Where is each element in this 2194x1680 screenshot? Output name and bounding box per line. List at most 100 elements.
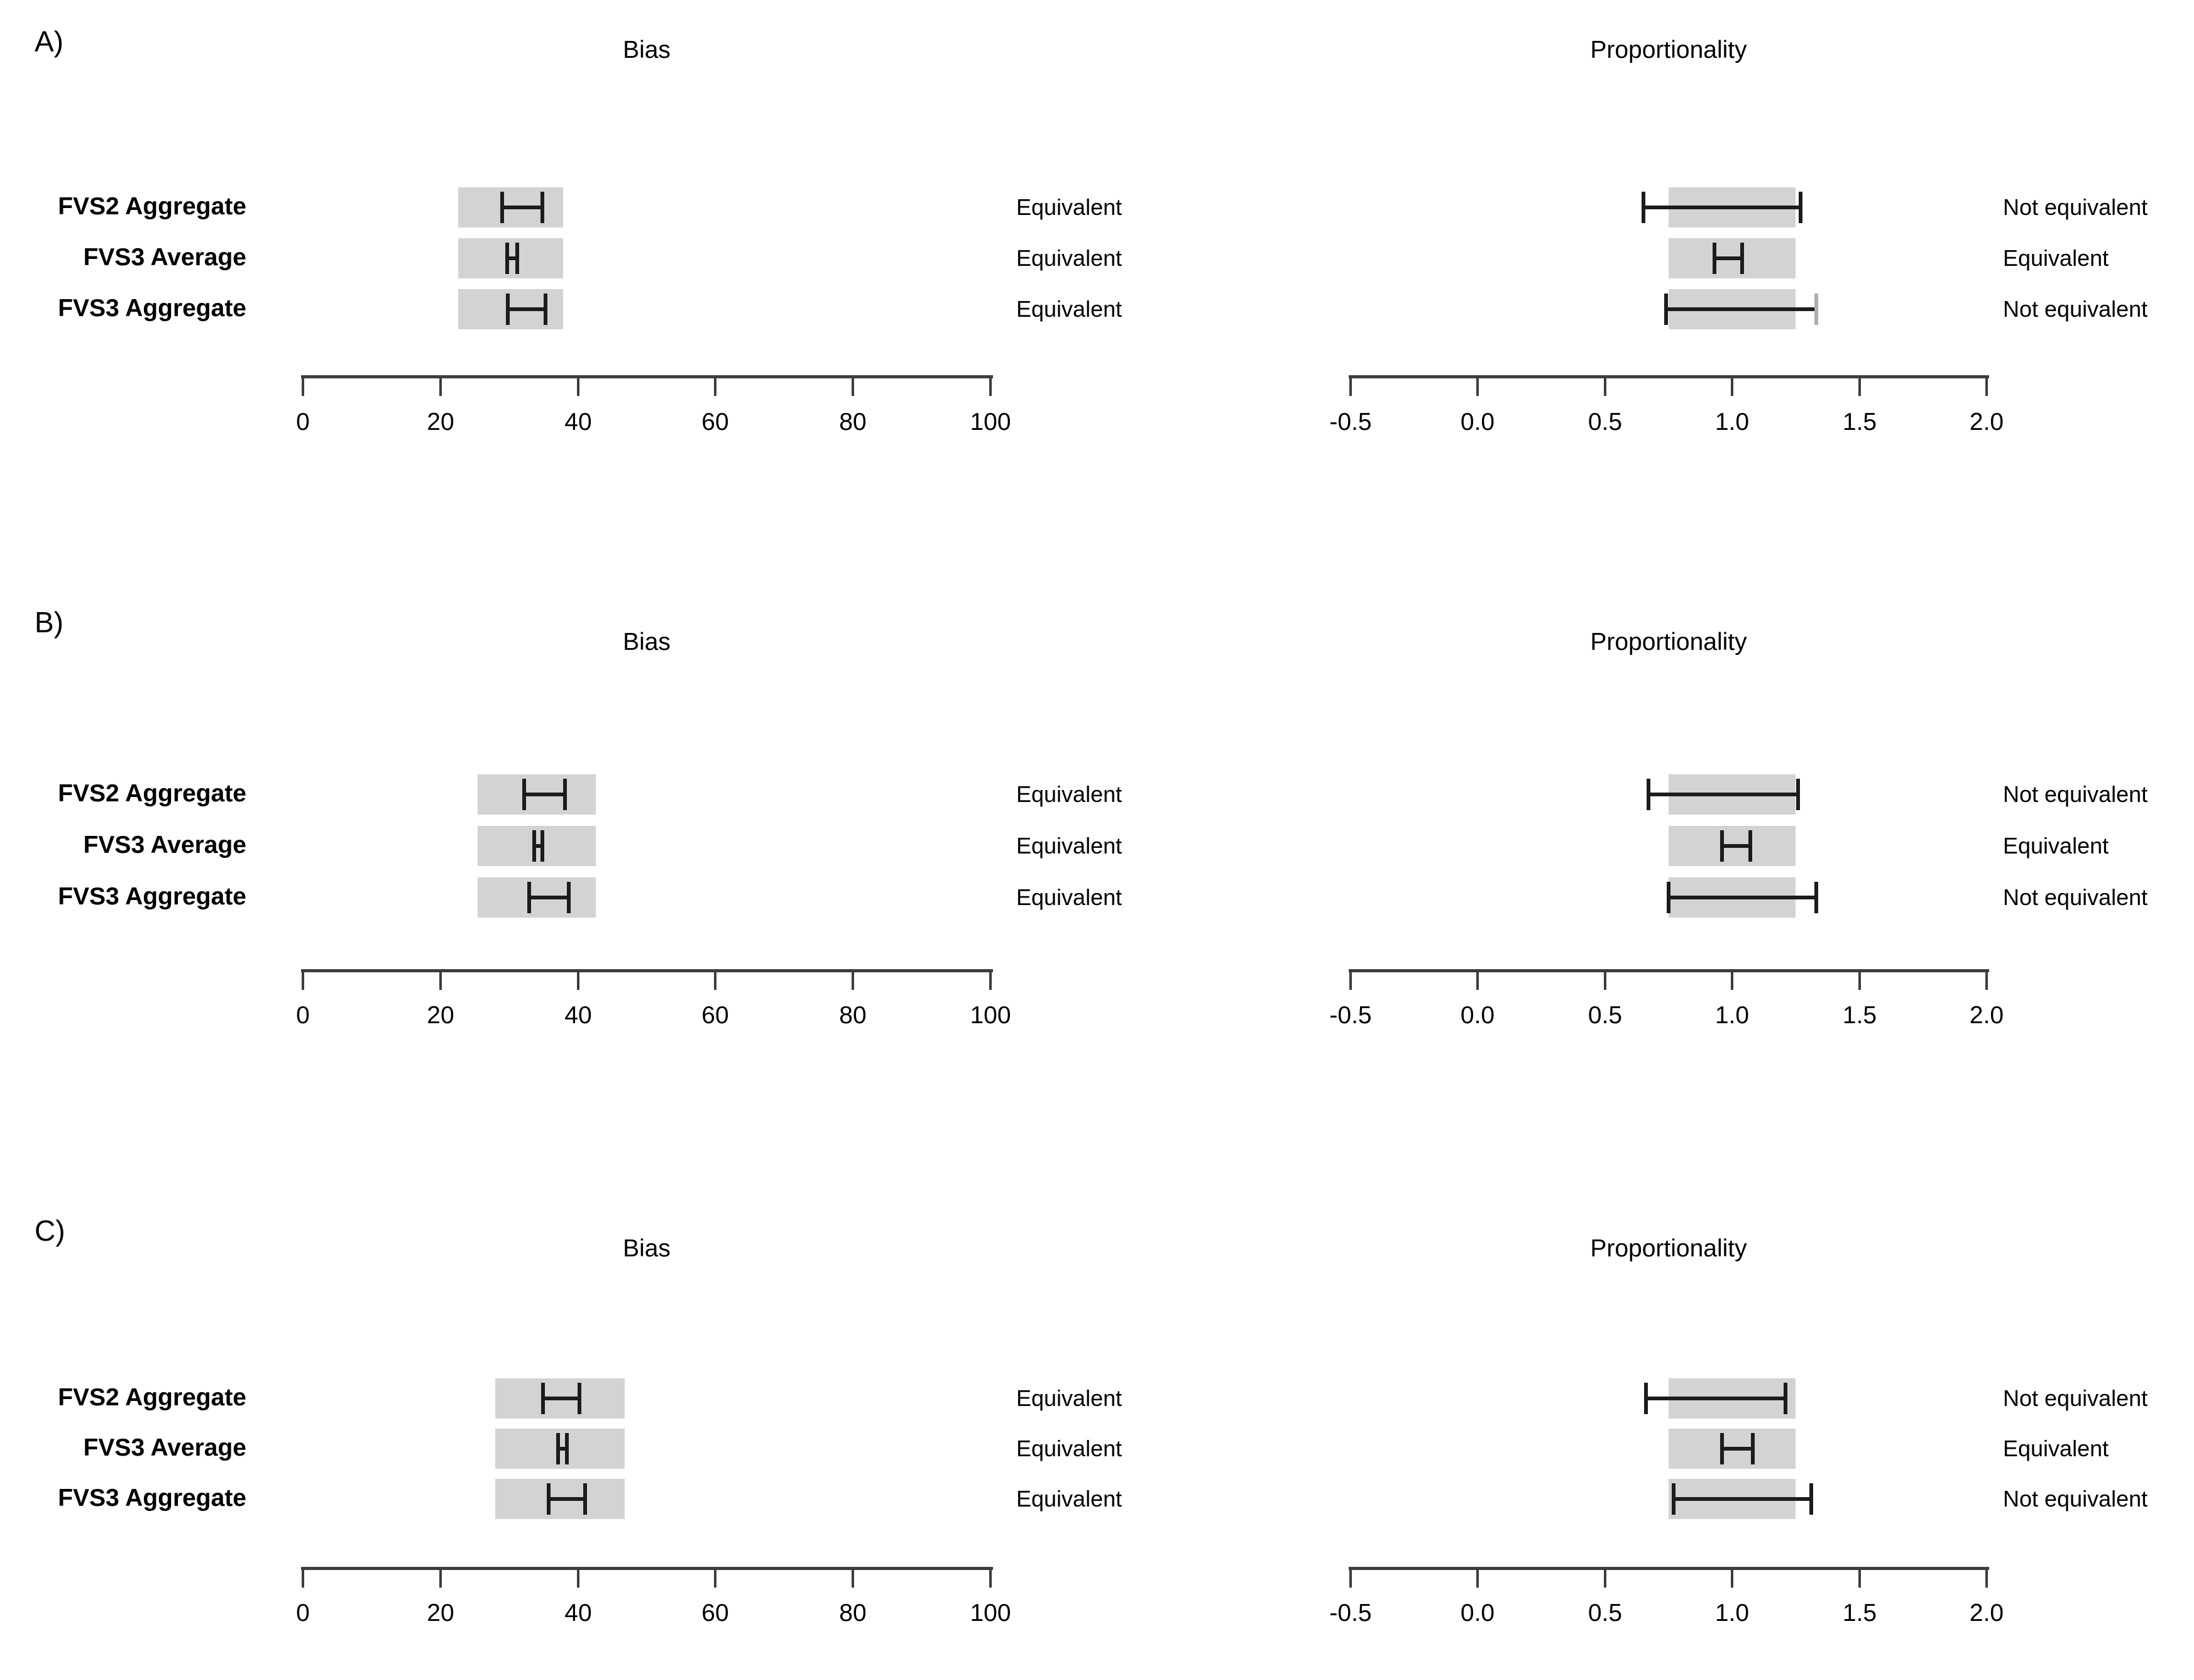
ci-cap-left xyxy=(1647,779,1650,810)
ci-cap-right xyxy=(1748,830,1752,862)
axis-tick-label: 40 xyxy=(564,1002,592,1029)
axis-tick-label: -0.5 xyxy=(1329,1002,1372,1029)
panel-letter: C) xyxy=(35,1214,65,1247)
panel-letter: B) xyxy=(35,606,63,639)
axis-tick xyxy=(1604,972,1606,990)
axis-line xyxy=(1349,1567,1989,1570)
axis-tick xyxy=(1476,972,1479,990)
chart-title: Proportionality xyxy=(1590,1235,1747,1262)
ci-line xyxy=(529,896,569,899)
verdict-label: Equivalent xyxy=(2003,833,2109,859)
axis-tick xyxy=(714,1570,716,1588)
axis-tick xyxy=(989,378,992,396)
verdict-label: Equivalent xyxy=(1016,1486,1122,1512)
axis-tick-label: 40 xyxy=(564,409,592,436)
ci-cap-right xyxy=(1809,1483,1813,1515)
ci-cap-left xyxy=(1644,1383,1648,1414)
verdict-label: Equivalent xyxy=(1016,781,1122,807)
ci-line xyxy=(524,793,565,796)
axis-tick xyxy=(1604,378,1606,396)
ci-cap-left xyxy=(1667,882,1670,913)
ci-line xyxy=(1722,844,1750,848)
axis-tick-label: 1.0 xyxy=(1714,1002,1750,1029)
ci-line xyxy=(502,206,542,209)
ci-cap-right xyxy=(1740,243,1744,274)
ci-cap-left xyxy=(500,192,504,223)
axis-tick xyxy=(302,972,304,990)
ci-line xyxy=(1643,206,1801,209)
chart-title: Bias xyxy=(623,36,671,63)
verdict-label: Not equivalent xyxy=(2003,884,2148,910)
chart-title: Bias xyxy=(623,629,671,656)
axis-tick-label: 100 xyxy=(970,409,1011,436)
axis-tick xyxy=(1731,378,1733,396)
axis-tick xyxy=(1349,1570,1352,1588)
ci-cap-left xyxy=(1672,1483,1676,1515)
ci-cap-left xyxy=(522,779,526,810)
ci-line xyxy=(1674,1497,1811,1501)
ci-line xyxy=(1669,896,1816,899)
axis-tick-label: 0 xyxy=(296,1002,310,1029)
axis-tick-label: 0.5 xyxy=(1588,1002,1623,1029)
axis-tick-label: 0.5 xyxy=(1588,409,1623,436)
axis-tick-label: 20 xyxy=(427,1600,454,1627)
axis-tick-label: 1.5 xyxy=(1842,1600,1877,1627)
ci-cap-right xyxy=(1814,882,1818,913)
ci-line xyxy=(1714,256,1743,260)
axis-line xyxy=(1349,375,1989,378)
axis-tick xyxy=(1858,378,1861,396)
axis-tick xyxy=(989,972,992,990)
verdict-label: Not equivalent xyxy=(2003,1486,2148,1512)
chart-title: Proportionality xyxy=(1590,629,1747,656)
axis-tick xyxy=(1858,972,1861,990)
verdict-label: Equivalent xyxy=(1016,194,1122,220)
axis-tick xyxy=(714,378,716,396)
row-label: FVS3 Average xyxy=(83,244,246,272)
ci-cap-right xyxy=(578,1383,581,1414)
ci-line xyxy=(543,1397,579,1400)
axis-tick-label: 100 xyxy=(970,1002,1011,1029)
axis-tick xyxy=(1476,378,1479,396)
ci-line xyxy=(534,844,542,848)
ci-line xyxy=(508,307,546,311)
ci-line xyxy=(1722,1447,1753,1451)
ci-line xyxy=(549,1497,585,1501)
ci-cap-left xyxy=(527,882,531,913)
verdict-label: Not equivalent xyxy=(2003,296,2148,322)
ci-cap-right xyxy=(1784,1383,1787,1414)
verdict-label: Not equivalent xyxy=(2003,194,2148,220)
axis-tick-label: 1.0 xyxy=(1714,409,1750,436)
axis-tick-label: 0.0 xyxy=(1460,409,1495,436)
ci-line xyxy=(507,256,517,260)
row-label: FVS3 Average xyxy=(83,832,246,859)
ci-cap-right xyxy=(565,1433,569,1464)
axis-tick xyxy=(439,1570,442,1588)
axis-tick-label: 80 xyxy=(839,1002,867,1029)
axis-line xyxy=(301,375,993,378)
ci-cap-right xyxy=(515,243,519,274)
verdict-label: Not equivalent xyxy=(2003,1385,2148,1411)
axis-tick xyxy=(577,1570,579,1588)
axis-tick xyxy=(1985,1570,1988,1588)
ci-cap-left xyxy=(532,830,536,862)
axis-tick-label: 100 xyxy=(970,1600,1011,1627)
ci-cap-left xyxy=(1713,243,1716,274)
axis-tick-label: 2.0 xyxy=(1969,409,2004,436)
axis-tick-label: 60 xyxy=(701,1600,729,1627)
axis-tick xyxy=(577,378,579,396)
axis-tick-label: 2.0 xyxy=(1969,1002,2004,1029)
axis-tick-label: 1.5 xyxy=(1842,409,1877,436)
ci-cap-right xyxy=(540,192,544,223)
axis-tick xyxy=(1985,378,1988,396)
axis-tick xyxy=(1731,972,1733,990)
ci-line xyxy=(558,1447,567,1451)
axis-line xyxy=(1349,969,1989,972)
ci-cap-left xyxy=(556,1433,560,1464)
axis-tick xyxy=(714,972,716,990)
ci-cap-right xyxy=(1799,192,1802,223)
axis-tick xyxy=(1349,972,1352,990)
axis-tick-label: 20 xyxy=(427,409,454,436)
chart-title: Bias xyxy=(623,1235,671,1262)
ci-cap-right xyxy=(540,830,544,862)
verdict-label: Equivalent xyxy=(1016,884,1122,910)
